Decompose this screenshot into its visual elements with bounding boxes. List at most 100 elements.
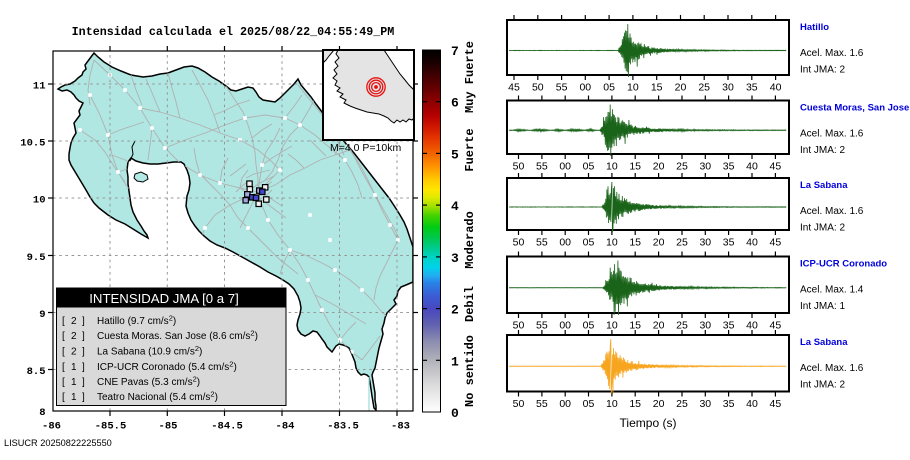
svg-text:40: 40 [746, 161, 758, 173]
svg-text:40: 40 [746, 398, 758, 410]
svg-text:45: 45 [770, 320, 782, 332]
svg-text:-86: -86 [42, 421, 61, 433]
svg-text:10: 10 [33, 195, 46, 207]
svg-text:5: 5 [451, 147, 459, 162]
svg-text:55: 55 [536, 161, 548, 173]
svg-text:7: 7 [451, 44, 459, 59]
svg-text:11: 11 [33, 81, 46, 93]
svg-text:[: [ [62, 316, 65, 327]
svg-text:9: 9 [39, 309, 45, 321]
svg-text:25: 25 [676, 161, 688, 173]
svg-text:1: 1 [71, 362, 77, 373]
svg-text:]: ] [82, 392, 85, 403]
svg-text:La Sabana (10.9 cm/s2): La Sabana (10.9 cm/s2) [97, 344, 202, 358]
svg-text:10: 10 [627, 82, 639, 94]
svg-text:[: [ [62, 331, 65, 342]
svg-text:-84.5: -84.5 [211, 421, 243, 433]
svg-text:Debil: Debil [463, 286, 477, 322]
svg-text:05: 05 [583, 320, 595, 332]
svg-text:[: [ [62, 347, 65, 358]
svg-text:9.5: 9.5 [27, 252, 46, 264]
svg-text:]: ] [82, 316, 85, 327]
svg-text:La Sabana: La Sabana [800, 337, 848, 348]
svg-text:-83: -83 [391, 421, 410, 433]
svg-text:LISUCR 20250822225550: LISUCR 20250822225550 [4, 438, 112, 448]
svg-text:25: 25 [676, 398, 688, 410]
svg-text:-84: -84 [276, 421, 295, 433]
svg-text:05: 05 [583, 237, 595, 249]
svg-text:Acel. Max. 1.6: Acel. Max. 1.6 [800, 206, 864, 217]
svg-text:2: 2 [71, 347, 77, 358]
svg-text:4: 4 [451, 199, 459, 214]
svg-text:-85.5: -85.5 [95, 421, 127, 433]
svg-text:10: 10 [606, 237, 618, 249]
svg-text:30: 30 [699, 161, 711, 173]
svg-text:40: 40 [770, 82, 782, 94]
svg-text:Int JMA: 2: Int JMA: 2 [800, 380, 845, 391]
svg-text:Acel. Max. 1.6: Acel. Max. 1.6 [800, 363, 864, 374]
svg-text:35: 35 [723, 237, 735, 249]
svg-text:Intensidad calculada el 2025/0: Intensidad calculada el 2025/08/22_04:55… [72, 25, 395, 39]
svg-text:[: [ [62, 362, 65, 373]
svg-text:M=4.0 P=10km: M=4.0 P=10km [330, 142, 401, 154]
svg-text:3: 3 [451, 251, 459, 266]
svg-text:Moderado: Moderado [463, 211, 477, 269]
svg-text:40: 40 [746, 237, 758, 249]
svg-text:50: 50 [513, 161, 525, 173]
svg-text:45: 45 [770, 237, 782, 249]
svg-text:50: 50 [532, 82, 544, 94]
svg-text:55: 55 [536, 237, 548, 249]
svg-text:Int JMA: 2: Int JMA: 2 [800, 223, 845, 234]
svg-text:15: 15 [629, 237, 641, 249]
svg-text:00: 00 [559, 320, 571, 332]
svg-text:00: 00 [579, 82, 591, 94]
svg-text:Acel. Max. 1.4: Acel. Max. 1.4 [800, 285, 864, 296]
svg-text:30: 30 [722, 82, 734, 94]
svg-text:20: 20 [675, 82, 687, 94]
svg-text:50: 50 [513, 320, 525, 332]
svg-text:2: 2 [71, 331, 77, 342]
svg-text:05: 05 [583, 161, 595, 173]
svg-text:35: 35 [723, 320, 735, 332]
svg-text:00: 00 [559, 237, 571, 249]
svg-text:[: [ [62, 377, 65, 388]
svg-text:Int JMA: 2: Int JMA: 2 [800, 145, 845, 156]
svg-text:20: 20 [653, 237, 665, 249]
svg-text:35: 35 [723, 398, 735, 410]
svg-text:Acel. Max. 1.6: Acel. Max. 1.6 [800, 48, 864, 59]
svg-text:10: 10 [606, 320, 618, 332]
svg-text:]: ] [82, 347, 85, 358]
svg-text:25: 25 [676, 237, 688, 249]
svg-text:10.5: 10.5 [20, 138, 45, 150]
svg-text:1: 1 [71, 392, 77, 403]
svg-text:Int JMA: 1: Int JMA: 1 [800, 301, 845, 312]
svg-text:45: 45 [508, 82, 520, 94]
svg-text:1: 1 [451, 354, 459, 369]
svg-text:No sentido: No sentido [463, 335, 477, 407]
svg-text:Tiempo (s): Tiempo (s) [620, 416, 677, 430]
svg-text:Cuesta Moras. San Jose (8.6 cm: Cuesta Moras. San Jose (8.6 cm/s2) [97, 329, 258, 343]
svg-text:ICP-UCR Coronado: ICP-UCR Coronado [800, 259, 887, 270]
svg-text:INTENSIDAD JMA [0 a 7]: INTENSIDAD JMA [0 a 7] [89, 291, 239, 306]
svg-text:05: 05 [583, 398, 595, 410]
svg-text:-83.5: -83.5 [327, 421, 359, 433]
svg-text:ICP-UCR Coronado (5.4 cm/s2): ICP-UCR Coronado (5.4 cm/s2) [97, 359, 237, 373]
svg-text:6: 6 [451, 96, 459, 111]
svg-text:-85: -85 [159, 421, 178, 433]
svg-text:20: 20 [653, 320, 665, 332]
svg-text:Hatillo (9.7 cm/s2): Hatillo (9.7 cm/s2) [97, 314, 176, 328]
svg-text:]: ] [82, 331, 85, 342]
svg-text:0: 0 [451, 406, 459, 421]
svg-text:Acel. Max. 1.6: Acel. Max. 1.6 [800, 129, 864, 140]
svg-text:35: 35 [723, 161, 735, 173]
svg-text:2: 2 [451, 303, 459, 318]
svg-text:45: 45 [770, 161, 782, 173]
svg-text:8.5: 8.5 [27, 366, 46, 378]
svg-text:00: 00 [559, 398, 571, 410]
svg-text:15: 15 [651, 82, 663, 94]
svg-text:55: 55 [536, 398, 548, 410]
svg-text:Cuesta Moras, San Jose: Cuesta Moras, San Jose [800, 103, 909, 114]
svg-text:La Sabana: La Sabana [800, 180, 848, 191]
svg-text:50: 50 [513, 237, 525, 249]
svg-text:]: ] [82, 377, 85, 388]
